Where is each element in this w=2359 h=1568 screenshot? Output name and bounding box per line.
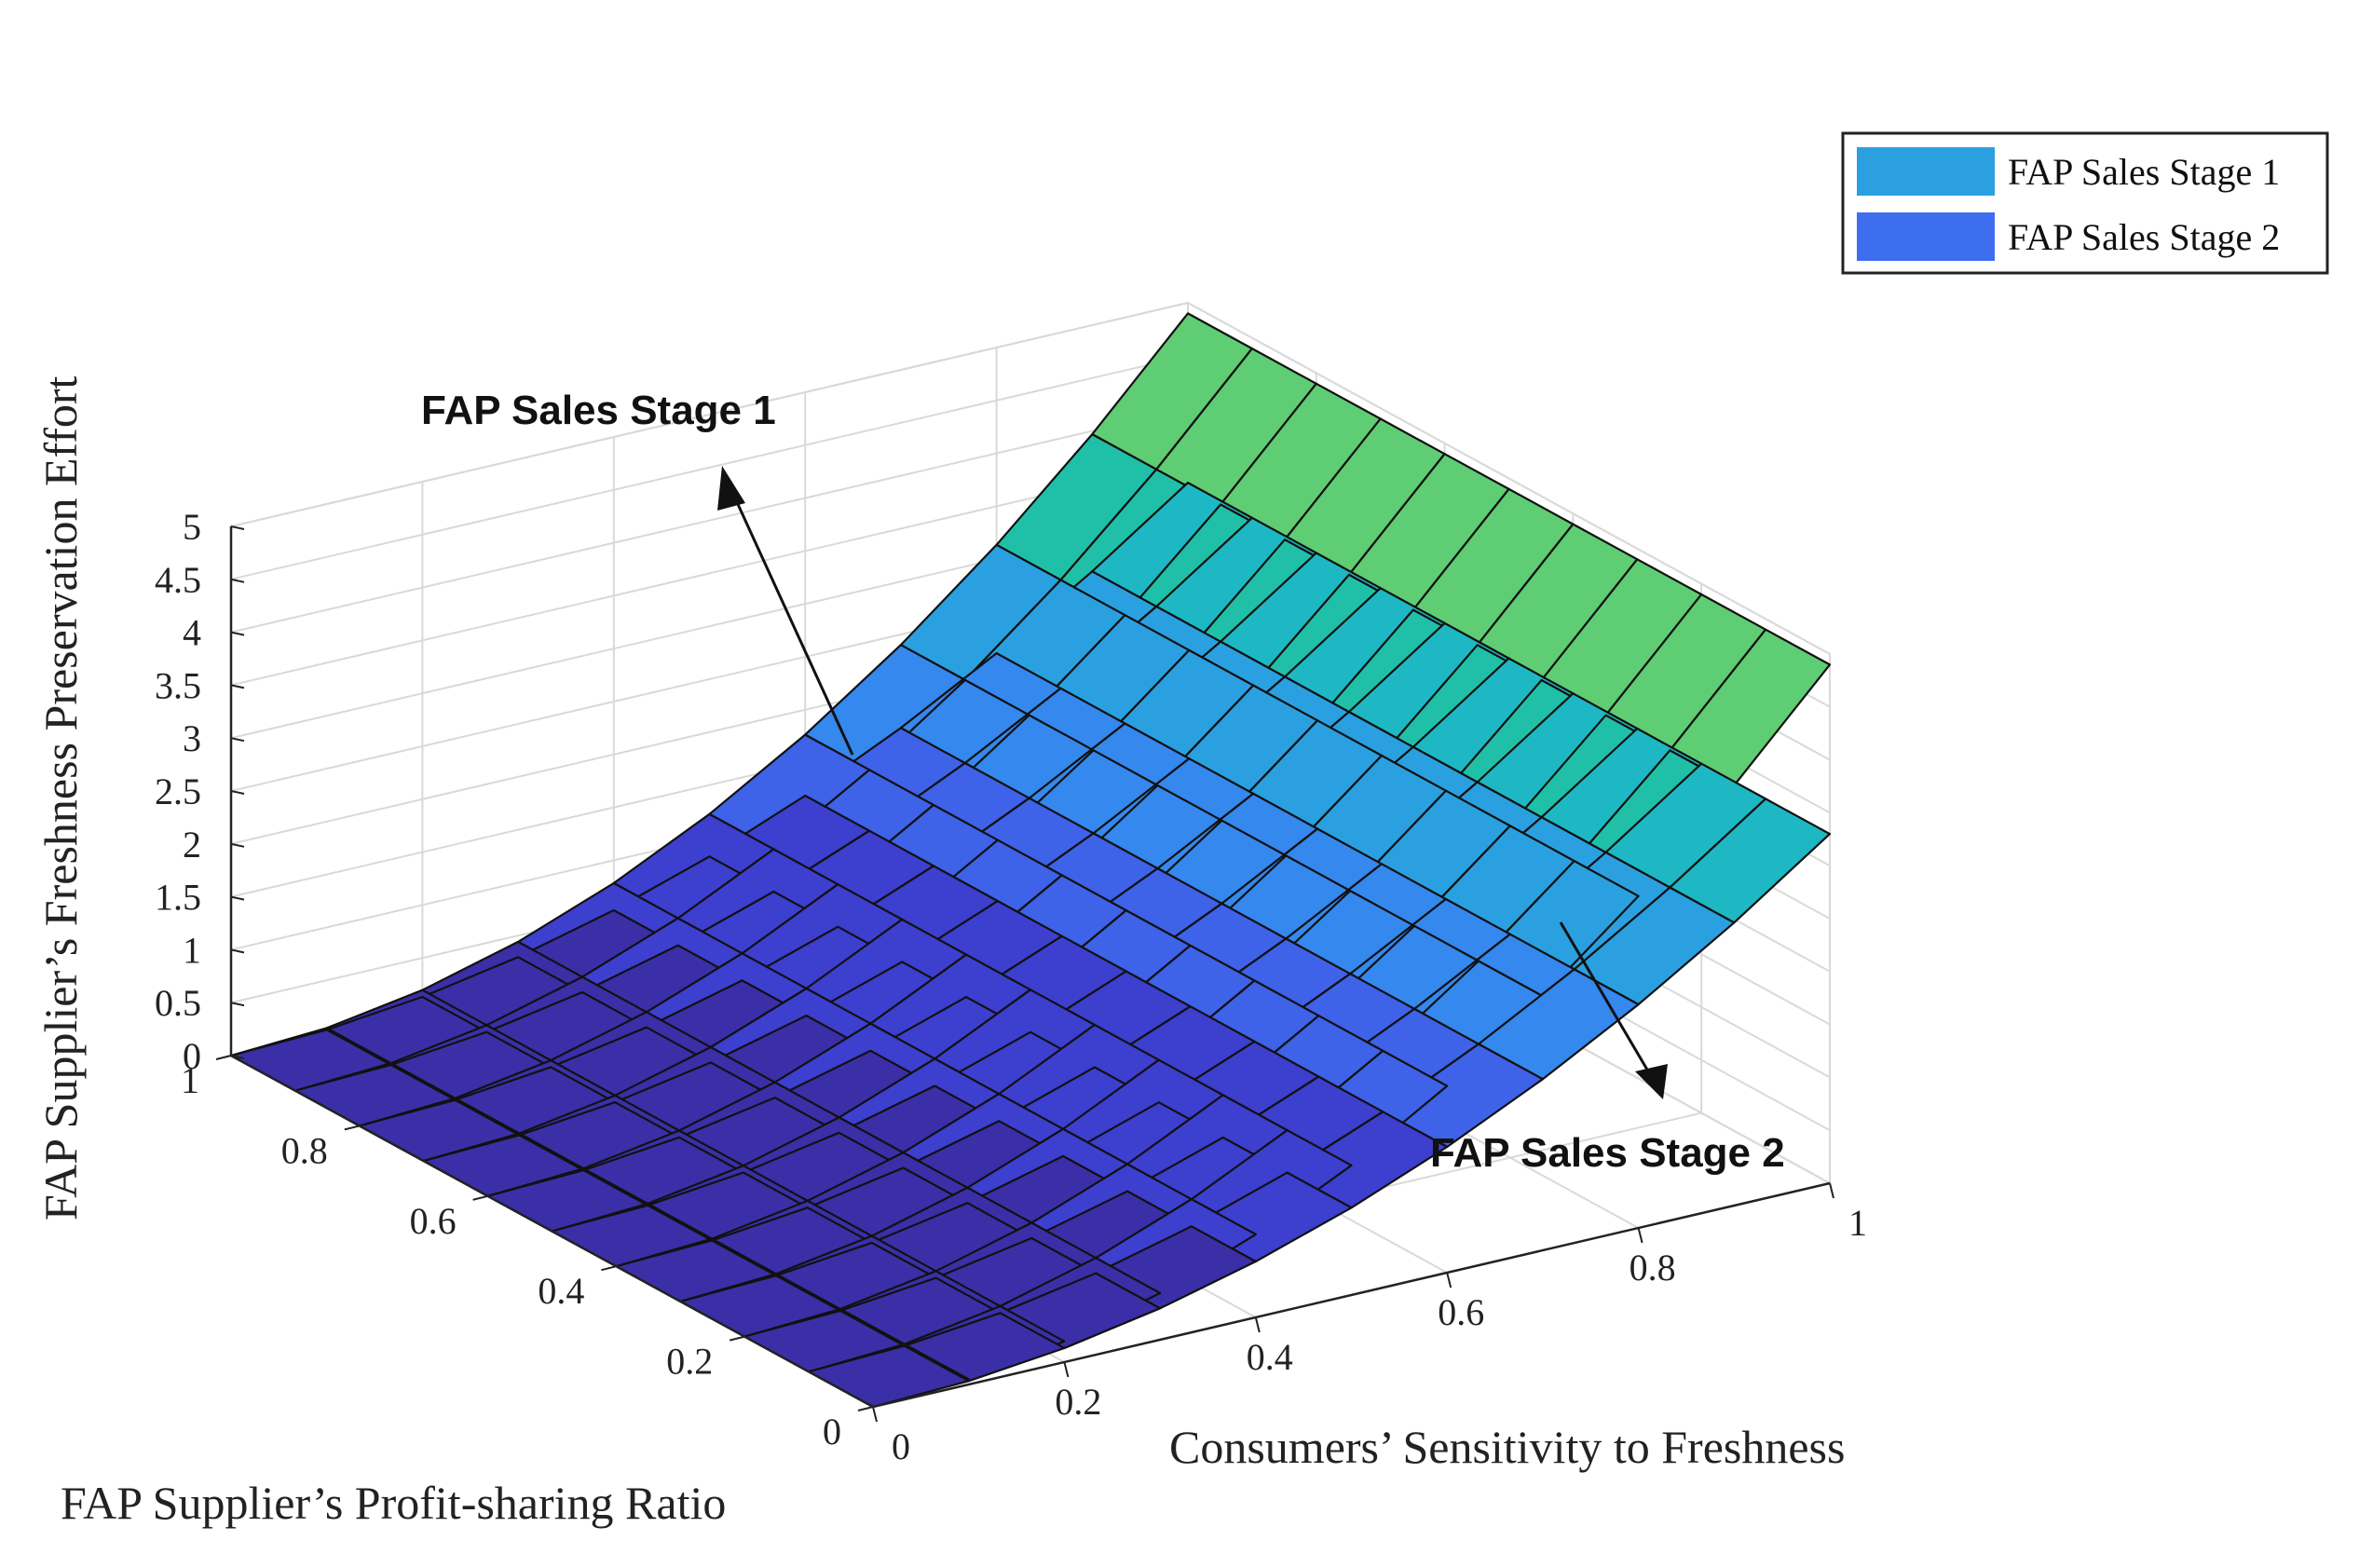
surface-plot xyxy=(229,312,1832,1409)
y-tick-label: 0.4 xyxy=(1247,1336,1293,1378)
legend-swatch-stage-1 xyxy=(1857,147,1995,196)
z-tick-label: 4.5 xyxy=(155,559,201,601)
annotation-stage-2: FAP Sales Stage 2 xyxy=(1430,1130,1785,1176)
z-tick-label: 4 xyxy=(183,612,201,654)
x-tick-label: 0.8 xyxy=(281,1129,328,1171)
x-tick-label: 0.2 xyxy=(666,1341,713,1383)
annotation-stage-1: FAP Sales Stage 1 xyxy=(421,388,776,433)
annotations: FAP Sales Stage 1 FAP Sales Stage 2 xyxy=(421,388,1785,1176)
annotation-arrow-stage-1 xyxy=(725,479,854,756)
z-tick-label: 0 xyxy=(183,1035,201,1077)
y-axis-title: Consumers’ Sensitivity to Freshness xyxy=(1169,1421,1845,1473)
z-tick-label: 3.5 xyxy=(155,664,201,706)
x-tick-label: 0.4 xyxy=(538,1270,584,1312)
z-tick-label: 5 xyxy=(183,506,201,548)
y-tick-label: 0.8 xyxy=(1629,1247,1676,1288)
y-tick-label: 0 xyxy=(892,1425,910,1467)
y-tick-label: 0.2 xyxy=(1055,1381,1101,1423)
tick-labels: 00.511.522.533.544.5500.20.40.60.8100.20… xyxy=(155,506,1867,1467)
z-tick-label: 2 xyxy=(183,824,201,866)
z-tick-label: 1.5 xyxy=(155,877,201,919)
y-tick-label: 1 xyxy=(1848,1202,1867,1244)
legend: FAP Sales Stage 1 FAP Sales Stage 2 xyxy=(1841,131,2329,275)
legend-label-stage-1: FAP Sales Stage 1 xyxy=(2008,151,2280,193)
annotation-arrow-stage-2 xyxy=(1559,921,1656,1082)
z-tick-label: 3 xyxy=(183,717,201,759)
x-tick-label: 0.6 xyxy=(410,1200,457,1242)
x-tick-label: 0 xyxy=(823,1411,841,1452)
z-tick-label: 2.5 xyxy=(155,770,201,812)
z-tick-label: 0.5 xyxy=(155,982,201,1024)
z-tick-label: 1 xyxy=(183,929,201,971)
x-tick-label: 1 xyxy=(181,1059,199,1101)
legend-label-stage-2: FAP Sales Stage 2 xyxy=(2008,216,2280,258)
z-axis-title: FAP Supplier’s Freshness Preservation Ef… xyxy=(34,375,87,1220)
y-tick-label: 0.6 xyxy=(1438,1291,1484,1333)
legend-swatch-stage-2 xyxy=(1857,212,1995,261)
axis-lines xyxy=(229,526,1831,1409)
x-axis-title: FAP Supplier’s Profit-sharing Ratio xyxy=(61,1477,726,1529)
